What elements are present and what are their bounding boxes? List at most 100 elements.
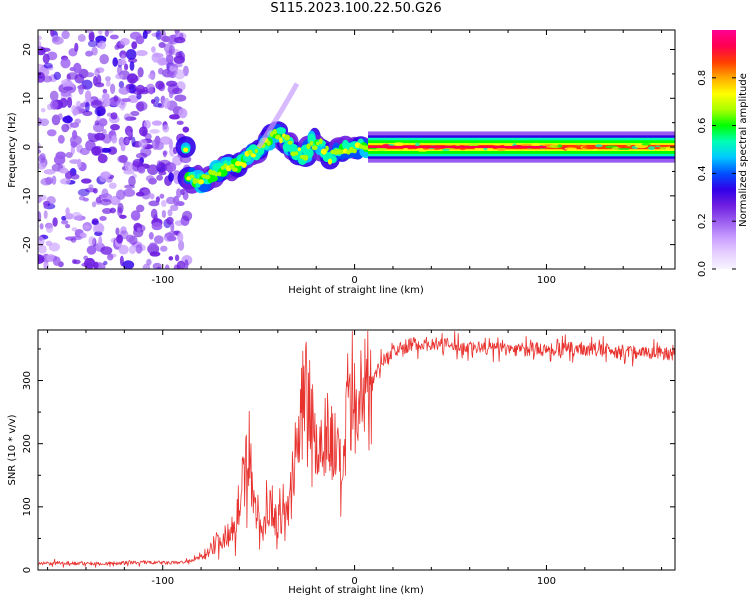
band-texture <box>626 143 632 147</box>
noise-blob <box>135 50 148 57</box>
noise-blob <box>94 120 100 126</box>
noise-blob <box>113 95 119 102</box>
noise-blob <box>78 84 84 95</box>
noise-blob <box>86 245 97 255</box>
band-texture <box>595 144 603 148</box>
band-texture <box>460 148 466 151</box>
noise-blob <box>176 120 184 126</box>
noise-blob <box>49 90 59 102</box>
y-tick-label: 10 <box>22 92 33 105</box>
noise-blob <box>116 234 124 244</box>
noise-blob <box>171 63 183 68</box>
noise-blob <box>91 201 97 208</box>
ridge-blob <box>275 134 281 140</box>
snr-series-line <box>38 330 675 568</box>
noise-blob <box>131 136 136 148</box>
noise-blob <box>87 132 94 138</box>
band-texture <box>557 144 563 148</box>
noise-blob <box>84 90 92 102</box>
ridge-blob <box>296 147 303 158</box>
noise-blob <box>151 46 156 53</box>
ridge-blob <box>327 158 333 165</box>
noise-blob <box>38 211 42 222</box>
noise-blob <box>88 31 95 42</box>
noise-blob <box>39 118 50 127</box>
noise-blob <box>136 101 145 112</box>
noise-blob <box>108 131 115 136</box>
noise-blob <box>82 110 93 116</box>
band-texture <box>575 143 581 146</box>
noise-blob <box>166 216 174 225</box>
noise-blob <box>168 138 173 150</box>
noise-blob <box>65 213 74 220</box>
noise-blob <box>38 236 45 247</box>
noise-blob <box>107 253 114 261</box>
noise-blob <box>176 188 182 198</box>
noise-blob <box>74 42 79 52</box>
ridge-blob <box>320 148 327 155</box>
noise-blob <box>144 133 152 141</box>
noise-blob <box>60 220 69 225</box>
noise-blob <box>139 126 148 137</box>
noise-blob <box>145 175 155 182</box>
noise-blob <box>63 86 74 91</box>
noise-blob <box>132 158 143 168</box>
noise-blob <box>130 210 141 221</box>
noise-blob <box>156 174 164 181</box>
noise-blob <box>160 245 168 252</box>
noise-blob <box>38 257 43 262</box>
noise-blob <box>93 188 98 194</box>
noise-blob <box>162 150 167 158</box>
y-tick-label: 0 <box>22 567 33 573</box>
noise-blob <box>81 178 92 184</box>
ridge-blob <box>183 147 189 153</box>
noise-blob <box>38 245 47 254</box>
noise-blob <box>101 188 109 199</box>
noise-blob <box>151 139 160 150</box>
noise-blob <box>94 222 104 233</box>
noise-blob <box>170 204 179 211</box>
ridge-blob <box>302 154 309 161</box>
noise-blob <box>45 176 53 185</box>
noise-blob <box>124 161 133 172</box>
band-texture <box>648 146 656 151</box>
noise-blob <box>97 153 108 164</box>
noise-blob <box>46 196 56 205</box>
noise-blob <box>162 124 170 133</box>
noise-blob <box>53 71 61 80</box>
snr-axes: -100 0 100 0 100 200 300 <box>22 330 675 587</box>
band-texture <box>492 143 503 146</box>
noise-blob <box>59 178 71 185</box>
snr-plot-background <box>38 330 675 570</box>
noise-blob <box>107 146 118 155</box>
noise-blob <box>38 196 43 204</box>
noise-blob <box>118 154 128 163</box>
noise-blob <box>83 224 90 230</box>
noise-blob <box>112 57 118 67</box>
noise-blob <box>110 83 116 95</box>
noise-blob <box>105 76 111 82</box>
noise-blob <box>98 118 108 127</box>
noise-blob <box>77 34 86 42</box>
noise-blob <box>159 30 167 41</box>
noise-blob <box>158 171 167 176</box>
noise-blob <box>91 146 101 156</box>
noise-blob <box>135 244 143 254</box>
noise-blob <box>101 93 110 101</box>
noise-blob <box>60 91 72 97</box>
noise-blob <box>84 257 96 269</box>
x-tick-label: -100 <box>151 275 174 286</box>
snr-x-label: Height of straight line (km) <box>288 585 424 596</box>
ridge-blob <box>189 174 195 179</box>
colorbar-tick-label: 0.2 <box>697 213 708 229</box>
noise-blob <box>66 97 73 108</box>
noise-blob <box>159 136 172 145</box>
noise-blob <box>163 97 171 109</box>
x-tick-label: 100 <box>537 576 556 587</box>
noise-blob <box>61 79 73 87</box>
noise-blob <box>168 172 174 182</box>
noise-blob <box>73 62 82 74</box>
noise-blob <box>127 95 139 103</box>
ridge-blob <box>279 137 283 144</box>
